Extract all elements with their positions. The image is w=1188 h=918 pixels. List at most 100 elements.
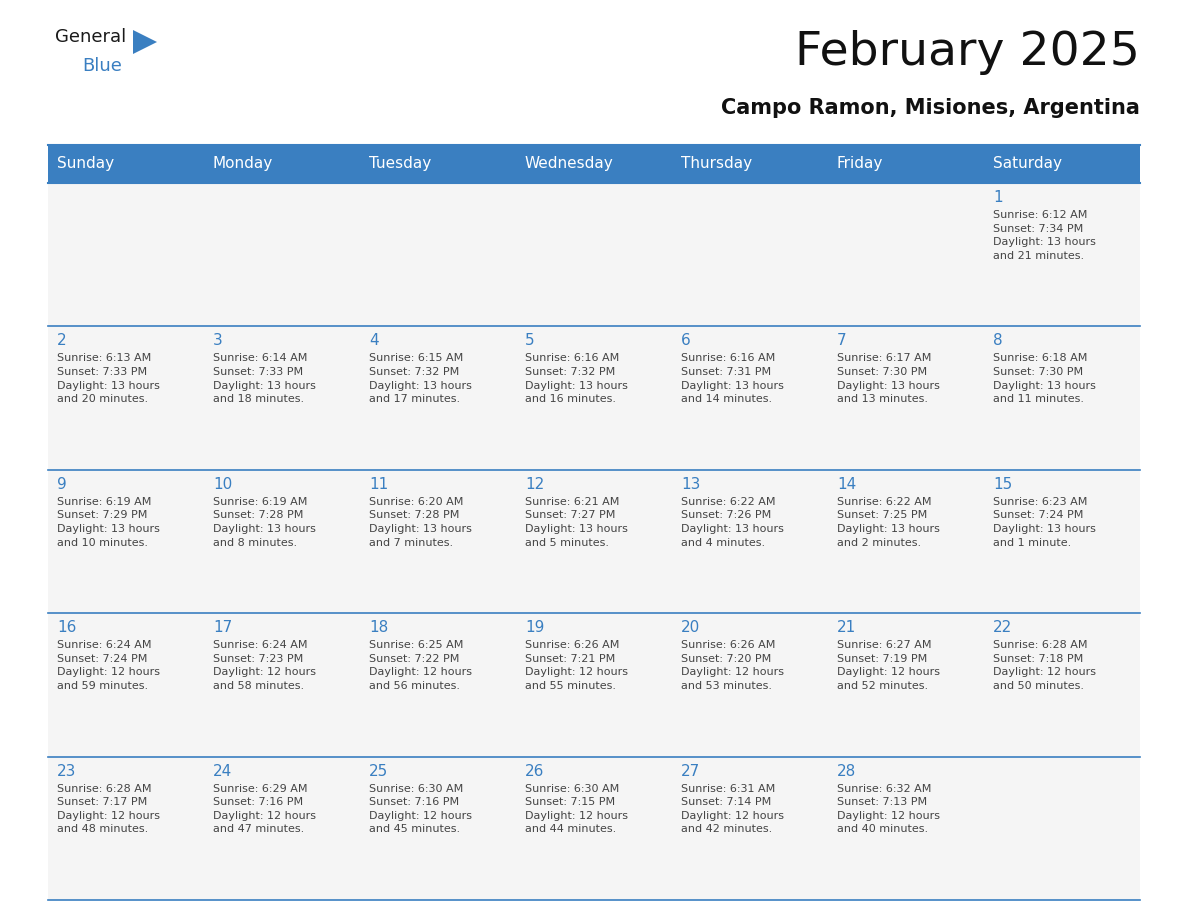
Text: 22: 22 xyxy=(993,621,1012,635)
Text: 27: 27 xyxy=(681,764,700,778)
Bar xyxy=(204,613,360,756)
Text: Sunrise: 6:23 AM
Sunset: 7:24 PM
Daylight: 13 hours
and 1 minute.: Sunrise: 6:23 AM Sunset: 7:24 PM Dayligh… xyxy=(993,497,1095,548)
Bar xyxy=(828,183,984,327)
Text: Sunrise: 6:30 AM
Sunset: 7:16 PM
Daylight: 12 hours
and 45 minutes.: Sunrise: 6:30 AM Sunset: 7:16 PM Dayligh… xyxy=(369,784,472,834)
Text: 18: 18 xyxy=(369,621,388,635)
Text: 23: 23 xyxy=(57,764,76,778)
Text: Sunrise: 6:26 AM
Sunset: 7:20 PM
Daylight: 12 hours
and 53 minutes.: Sunrise: 6:26 AM Sunset: 7:20 PM Dayligh… xyxy=(681,640,784,691)
Bar xyxy=(828,470,984,613)
Text: Sunday: Sunday xyxy=(57,156,114,172)
Bar xyxy=(204,183,360,327)
Bar xyxy=(48,613,204,756)
Text: Thursday: Thursday xyxy=(681,156,752,172)
Text: Sunrise: 6:32 AM
Sunset: 7:13 PM
Daylight: 12 hours
and 40 minutes.: Sunrise: 6:32 AM Sunset: 7:13 PM Dayligh… xyxy=(838,784,940,834)
Text: 7: 7 xyxy=(838,333,847,349)
Bar xyxy=(516,183,672,327)
Text: Friday: Friday xyxy=(838,156,884,172)
Text: Sunrise: 6:19 AM
Sunset: 7:29 PM
Daylight: 13 hours
and 10 minutes.: Sunrise: 6:19 AM Sunset: 7:29 PM Dayligh… xyxy=(57,497,160,548)
Text: Sunrise: 6:24 AM
Sunset: 7:24 PM
Daylight: 12 hours
and 59 minutes.: Sunrise: 6:24 AM Sunset: 7:24 PM Dayligh… xyxy=(57,640,160,691)
Bar xyxy=(828,327,984,470)
Text: 13: 13 xyxy=(681,476,701,492)
Text: 4: 4 xyxy=(369,333,379,349)
Bar xyxy=(672,145,828,183)
Bar xyxy=(48,470,204,613)
Bar xyxy=(48,145,204,183)
Text: Sunrise: 6:19 AM
Sunset: 7:28 PM
Daylight: 13 hours
and 8 minutes.: Sunrise: 6:19 AM Sunset: 7:28 PM Dayligh… xyxy=(213,497,316,548)
Text: Sunrise: 6:31 AM
Sunset: 7:14 PM
Daylight: 12 hours
and 42 minutes.: Sunrise: 6:31 AM Sunset: 7:14 PM Dayligh… xyxy=(681,784,784,834)
Bar xyxy=(984,327,1140,470)
Text: Blue: Blue xyxy=(82,57,122,75)
Text: 8: 8 xyxy=(993,333,1003,349)
Text: 20: 20 xyxy=(681,621,700,635)
Text: 3: 3 xyxy=(213,333,222,349)
Bar xyxy=(516,145,672,183)
Text: Sunrise: 6:27 AM
Sunset: 7:19 PM
Daylight: 12 hours
and 52 minutes.: Sunrise: 6:27 AM Sunset: 7:19 PM Dayligh… xyxy=(838,640,940,691)
Bar xyxy=(672,470,828,613)
Bar xyxy=(672,613,828,756)
Text: Sunrise: 6:17 AM
Sunset: 7:30 PM
Daylight: 13 hours
and 13 minutes.: Sunrise: 6:17 AM Sunset: 7:30 PM Dayligh… xyxy=(838,353,940,404)
Bar xyxy=(360,327,516,470)
Text: 11: 11 xyxy=(369,476,388,492)
Text: 12: 12 xyxy=(525,476,544,492)
Text: Tuesday: Tuesday xyxy=(369,156,431,172)
Bar xyxy=(672,183,828,327)
Text: Sunrise: 6:18 AM
Sunset: 7:30 PM
Daylight: 13 hours
and 11 minutes.: Sunrise: 6:18 AM Sunset: 7:30 PM Dayligh… xyxy=(993,353,1095,404)
Bar xyxy=(360,183,516,327)
Text: 28: 28 xyxy=(838,764,857,778)
Text: Sunrise: 6:22 AM
Sunset: 7:25 PM
Daylight: 13 hours
and 2 minutes.: Sunrise: 6:22 AM Sunset: 7:25 PM Dayligh… xyxy=(838,497,940,548)
Bar xyxy=(672,756,828,900)
Text: Wednesday: Wednesday xyxy=(525,156,614,172)
Text: Sunrise: 6:26 AM
Sunset: 7:21 PM
Daylight: 12 hours
and 55 minutes.: Sunrise: 6:26 AM Sunset: 7:21 PM Dayligh… xyxy=(525,640,628,691)
Bar xyxy=(984,756,1140,900)
Bar xyxy=(828,613,984,756)
Bar xyxy=(48,327,204,470)
Text: 24: 24 xyxy=(213,764,232,778)
Text: Monday: Monday xyxy=(213,156,273,172)
Text: 1: 1 xyxy=(993,190,1003,205)
Text: Sunrise: 6:16 AM
Sunset: 7:32 PM
Daylight: 13 hours
and 16 minutes.: Sunrise: 6:16 AM Sunset: 7:32 PM Dayligh… xyxy=(525,353,628,404)
Text: Sunrise: 6:29 AM
Sunset: 7:16 PM
Daylight: 12 hours
and 47 minutes.: Sunrise: 6:29 AM Sunset: 7:16 PM Dayligh… xyxy=(213,784,316,834)
Text: 6: 6 xyxy=(681,333,690,349)
Text: 19: 19 xyxy=(525,621,544,635)
Bar xyxy=(360,613,516,756)
Bar xyxy=(360,145,516,183)
Text: Sunrise: 6:12 AM
Sunset: 7:34 PM
Daylight: 13 hours
and 21 minutes.: Sunrise: 6:12 AM Sunset: 7:34 PM Dayligh… xyxy=(993,210,1095,261)
Bar xyxy=(204,756,360,900)
Text: 16: 16 xyxy=(57,621,76,635)
Text: Sunrise: 6:15 AM
Sunset: 7:32 PM
Daylight: 13 hours
and 17 minutes.: Sunrise: 6:15 AM Sunset: 7:32 PM Dayligh… xyxy=(369,353,472,404)
Bar xyxy=(516,470,672,613)
Text: Sunrise: 6:30 AM
Sunset: 7:15 PM
Daylight: 12 hours
and 44 minutes.: Sunrise: 6:30 AM Sunset: 7:15 PM Dayligh… xyxy=(525,784,628,834)
Bar xyxy=(204,327,360,470)
Bar xyxy=(204,470,360,613)
Text: Sunrise: 6:25 AM
Sunset: 7:22 PM
Daylight: 12 hours
and 56 minutes.: Sunrise: 6:25 AM Sunset: 7:22 PM Dayligh… xyxy=(369,640,472,691)
Bar xyxy=(984,613,1140,756)
Text: General: General xyxy=(55,28,126,46)
Bar xyxy=(828,145,984,183)
Bar xyxy=(672,327,828,470)
Text: Sunrise: 6:28 AM
Sunset: 7:18 PM
Daylight: 12 hours
and 50 minutes.: Sunrise: 6:28 AM Sunset: 7:18 PM Dayligh… xyxy=(993,640,1097,691)
Text: 15: 15 xyxy=(993,476,1012,492)
Bar xyxy=(516,613,672,756)
Text: Sunrise: 6:21 AM
Sunset: 7:27 PM
Daylight: 13 hours
and 5 minutes.: Sunrise: 6:21 AM Sunset: 7:27 PM Dayligh… xyxy=(525,497,628,548)
Bar xyxy=(360,470,516,613)
Bar xyxy=(360,756,516,900)
Text: Campo Ramon, Misiones, Argentina: Campo Ramon, Misiones, Argentina xyxy=(721,98,1140,118)
Bar xyxy=(984,183,1140,327)
Text: 14: 14 xyxy=(838,476,857,492)
Bar xyxy=(984,145,1140,183)
Text: 2: 2 xyxy=(57,333,67,349)
Text: February 2025: February 2025 xyxy=(795,30,1140,75)
Bar xyxy=(516,756,672,900)
Text: 10: 10 xyxy=(213,476,232,492)
Text: Sunrise: 6:20 AM
Sunset: 7:28 PM
Daylight: 13 hours
and 7 minutes.: Sunrise: 6:20 AM Sunset: 7:28 PM Dayligh… xyxy=(369,497,472,548)
Text: 9: 9 xyxy=(57,476,67,492)
Bar xyxy=(984,470,1140,613)
Text: 25: 25 xyxy=(369,764,388,778)
Text: Sunrise: 6:16 AM
Sunset: 7:31 PM
Daylight: 13 hours
and 14 minutes.: Sunrise: 6:16 AM Sunset: 7:31 PM Dayligh… xyxy=(681,353,784,404)
Text: 5: 5 xyxy=(525,333,535,349)
Bar xyxy=(828,756,984,900)
Text: Sunrise: 6:14 AM
Sunset: 7:33 PM
Daylight: 13 hours
and 18 minutes.: Sunrise: 6:14 AM Sunset: 7:33 PM Dayligh… xyxy=(213,353,316,404)
Text: Saturday: Saturday xyxy=(993,156,1062,172)
Text: Sunrise: 6:24 AM
Sunset: 7:23 PM
Daylight: 12 hours
and 58 minutes.: Sunrise: 6:24 AM Sunset: 7:23 PM Dayligh… xyxy=(213,640,316,691)
Text: Sunrise: 6:13 AM
Sunset: 7:33 PM
Daylight: 13 hours
and 20 minutes.: Sunrise: 6:13 AM Sunset: 7:33 PM Dayligh… xyxy=(57,353,160,404)
